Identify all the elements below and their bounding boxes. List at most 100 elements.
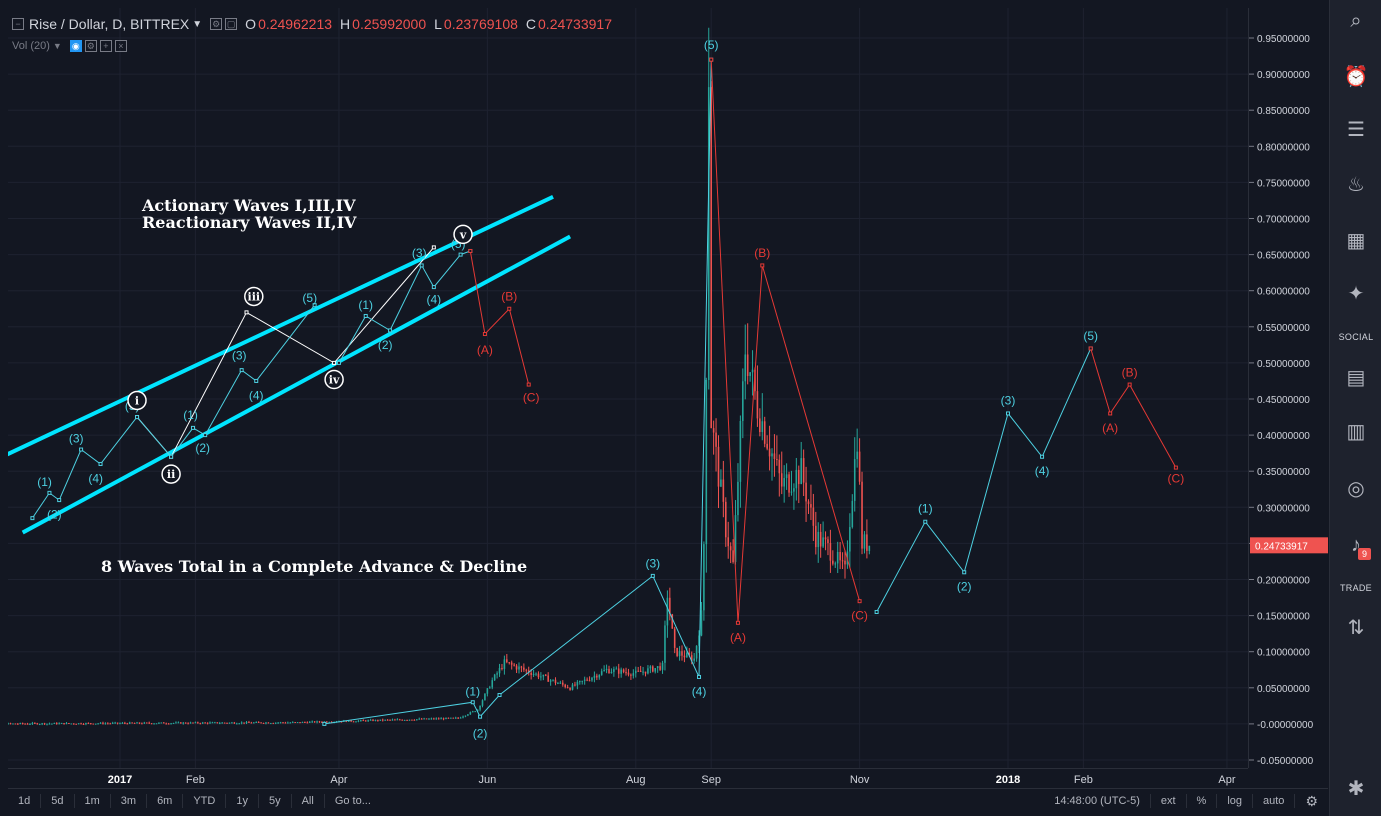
candle-body <box>703 544 705 611</box>
range-6m[interactable]: 6m <box>157 795 173 807</box>
goto-button[interactable]: Go to... <box>334 795 371 807</box>
candle-body <box>793 488 795 492</box>
range-3m[interactable]: 3m <box>120 795 137 807</box>
candle-body <box>844 560 846 565</box>
wave-point <box>312 303 317 308</box>
range-5d[interactable]: 5d <box>51 795 64 807</box>
candle-body <box>408 719 411 721</box>
candle-body <box>294 722 296 724</box>
range-1d[interactable]: 1d <box>18 795 31 807</box>
trade-label: TRADE <box>1339 583 1372 593</box>
circled-wave-marker <box>324 369 344 390</box>
list-icon[interactable]: ☰ <box>1347 118 1365 141</box>
candle-body <box>557 683 559 685</box>
candle-body <box>440 718 442 720</box>
time-tick-label: Apr <box>330 774 347 786</box>
price-tick-label: 0.15000000 <box>1257 612 1310 623</box>
add-icon[interactable]: + <box>99 40 112 52</box>
candle-body <box>564 684 567 688</box>
candle-body <box>664 625 666 663</box>
chart-area[interactable]: (1) (2) (3) (4) (5) (1) (2) (3) (4) (5) (1) (2) (3) (… <box>8 8 1248 768</box>
fire-icon[interactable]: ♨ <box>1347 173 1365 196</box>
candle-body <box>97 723 99 725</box>
price-tick-label: 0.70000000 <box>1257 215 1310 226</box>
wave-point <box>962 570 967 575</box>
candle-body <box>742 381 744 421</box>
candle-body <box>308 721 311 723</box>
chat-icon[interactable]: ▤ <box>1346 366 1366 389</box>
candle-body <box>681 651 683 656</box>
log-toggle[interactable]: log <box>1227 795 1243 807</box>
candle-body <box>717 446 720 487</box>
price-chart[interactable]: (1) (2) (3) (4) (5) (1) (2) (3) (4) (5) (1) (2) (3) (… <box>8 8 1248 768</box>
symbol-dropdown-icon[interactable]: ▼ <box>192 18 203 30</box>
candle-body <box>109 723 112 725</box>
range-1y[interactable]: 1y <box>236 795 248 807</box>
candle-body <box>60 723 63 725</box>
news-icon[interactable]: ▥ <box>1346 420 1366 443</box>
volume-dropdown-icon[interactable]: ▼ <box>52 41 62 51</box>
candle-body <box>267 722 270 724</box>
eye-icon[interactable]: ◉ <box>69 40 82 52</box>
wave-point <box>468 248 473 253</box>
time-display[interactable]: 14:48:00 (UTC-5) <box>1054 795 1140 807</box>
alarm-icon[interactable]: ⏰ <box>1343 65 1369 88</box>
range-5y[interactable]: 5y <box>268 795 281 807</box>
bug-icon[interactable]: ✱ <box>1347 777 1365 800</box>
candle-body <box>85 723 87 725</box>
circled-wave-label: v <box>459 228 467 241</box>
candle-body <box>138 722 141 724</box>
candle-body <box>119 723 121 725</box>
time-axis[interactable]: 2017 Feb Apr Jun Aug Sep Nov 2018 Feb Apr <box>8 768 1248 789</box>
candle-body <box>464 715 467 717</box>
candle-body <box>630 674 632 676</box>
candle-body <box>678 651 681 656</box>
close-icon[interactable]: × <box>114 40 127 52</box>
candle-body <box>759 418 761 433</box>
notification-icon[interactable]: ♪ <box>1351 533 1361 556</box>
search-icon[interactable]: ⌕ <box>1350 9 1362 32</box>
volume-label[interactable]: Vol (20) <box>12 40 50 52</box>
gear-icon[interactable]: ⚙ <box>1305 792 1318 809</box>
broadcast-icon[interactable]: ◎ <box>1347 477 1365 500</box>
trade-icon[interactable]: ⇅ <box>1347 616 1365 639</box>
candle-body <box>620 669 622 674</box>
more-icon[interactable]: ▢ <box>225 18 238 30</box>
candle-body <box>114 722 116 724</box>
candle-body <box>253 722 255 724</box>
price-axis[interactable]: 0.95000000 0.90000000 0.85000000 0.80000000… <box>1248 8 1329 768</box>
circled-wave-label: iv <box>329 374 340 387</box>
range-1m[interactable]: 1m <box>84 795 100 807</box>
calendar-icon[interactable]: ▦ <box>1346 229 1366 252</box>
price-axis-svg: 0.95000000 0.90000000 0.85000000 0.80000000… <box>1249 34 1328 767</box>
candle-body <box>352 721 355 723</box>
candle-body <box>199 723 202 725</box>
wave-point <box>135 415 140 420</box>
candle-body <box>649 666 652 669</box>
wave-label: (5) <box>1083 329 1098 343</box>
candle-body <box>598 674 601 678</box>
candle-body <box>282 722 284 724</box>
symbol-title[interactable]: Rise / Dollar, D, BITTREX <box>29 16 190 32</box>
range-all[interactable]: All <box>301 795 314 807</box>
candle-body <box>734 515 737 562</box>
wave-label: (4) <box>88 471 103 485</box>
circled-wave-label: ii <box>167 468 175 481</box>
settings-icon[interactable]: ⚙ <box>84 40 97 52</box>
settings-icon[interactable]: ⚙ <box>210 18 223 30</box>
percent-toggle[interactable]: % <box>1196 795 1207 807</box>
candle-body <box>608 668 610 674</box>
collapse-icon[interactable]: − <box>12 18 24 30</box>
candle-body <box>467 714 469 716</box>
candle-body <box>233 722 236 724</box>
wave-point <box>697 674 702 679</box>
candle-body <box>661 662 664 670</box>
ext-toggle[interactable]: ext <box>1160 795 1176 807</box>
range-ytd[interactable]: YTD <box>193 795 216 807</box>
candle-body <box>313 721 316 723</box>
wave-point <box>526 382 531 387</box>
candle-body <box>133 722 136 724</box>
auto-toggle[interactable]: auto <box>1263 795 1285 807</box>
candle-body <box>474 711 476 713</box>
lightbulb-icon[interactable]: ✦ <box>1347 282 1365 305</box>
